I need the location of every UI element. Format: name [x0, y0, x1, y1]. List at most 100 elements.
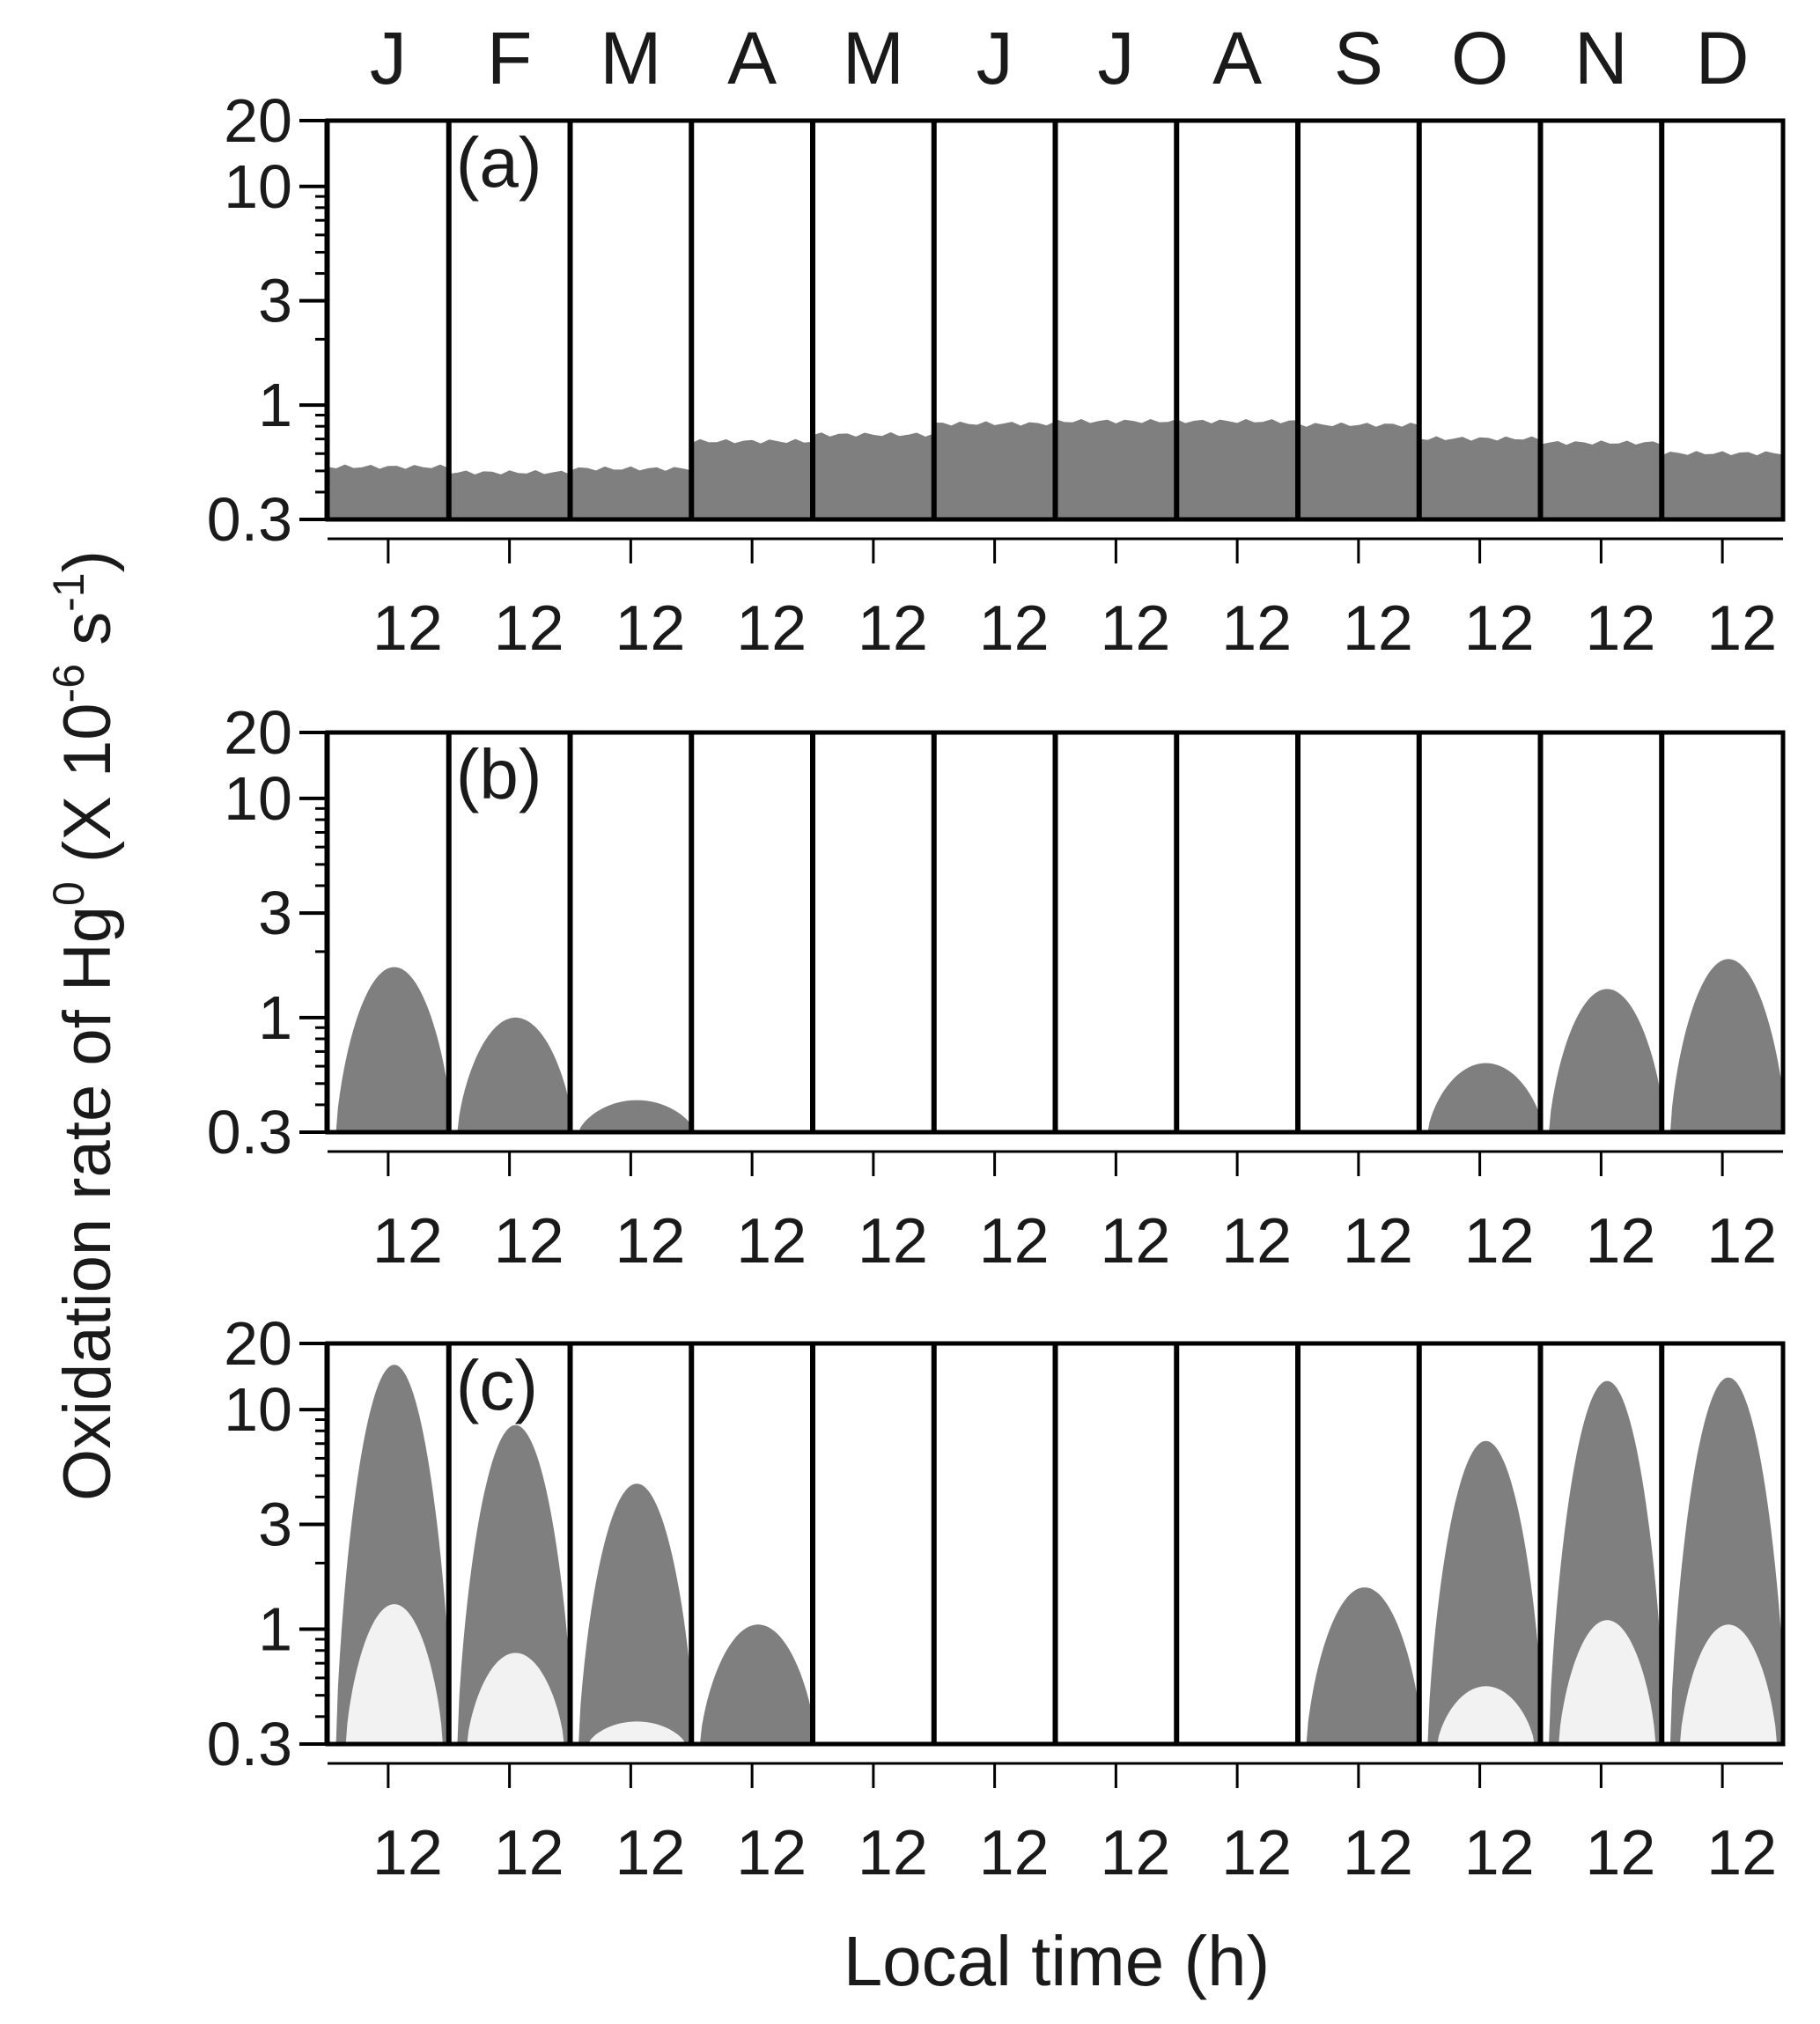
x-tick-label: 12: [1343, 593, 1413, 664]
x-tick-label: 12: [494, 593, 564, 664]
x-tick-label: 12: [1706, 1206, 1777, 1277]
series-1-month-2: [457, 1424, 569, 1744]
x-tick-label: 12: [1706, 593, 1777, 664]
x-tick-label: 12: [736, 593, 807, 664]
panel-label-c: (c): [456, 1346, 538, 1424]
month-label-3: M: [600, 17, 661, 99]
x-axis-title: Local time (h): [844, 1922, 1271, 2000]
series-1-month-9: [1306, 1587, 1418, 1744]
series-1-month-3: [570, 466, 692, 520]
series-1-month-5: [812, 432, 935, 520]
y-axis-title-exp2: -1: [44, 572, 93, 611]
y-tick-label: 1: [258, 1595, 292, 1664]
x-tick-label: 12: [494, 1818, 564, 1888]
y-axis-title: Oxidation rate of Hg0 (X 10-6 s-1): [44, 550, 125, 1501]
y-tick-label: 3: [258, 1490, 292, 1559]
month-label-1: J: [370, 17, 407, 99]
x-tick-label: 12: [736, 1206, 807, 1277]
x-tick-label: 12: [1464, 1818, 1535, 1888]
series-1-month-11: [1549, 989, 1661, 1132]
series-2-month-1: [345, 1604, 443, 1744]
series-1-month-3: [578, 1483, 690, 1744]
y-axis-title-main: Oxidation rate of Hg: [50, 906, 125, 1501]
series-2-month-3: [588, 1721, 686, 1744]
x-tick-label: 12: [372, 1206, 443, 1277]
y-tick-label: 1: [258, 371, 292, 439]
series-2-month-11: [1558, 1620, 1656, 1744]
x-tick-label: 12: [979, 593, 1050, 664]
month-label-11: N: [1574, 17, 1628, 99]
x-tick-label: 12: [979, 1206, 1050, 1277]
x-tick-label: 12: [1464, 1206, 1535, 1277]
y-axis-title-units-s: s: [50, 612, 125, 664]
month-label-5: M: [843, 17, 904, 99]
series-1-month-3: [578, 1100, 690, 1132]
series-1-month-4: [690, 438, 814, 520]
x-tick-label: 12: [1585, 1818, 1655, 1888]
y-axis-title-exp: -6: [44, 664, 93, 703]
panel-label-a: (a): [456, 123, 542, 202]
x-tick-label: 12: [615, 1206, 685, 1277]
series-1-month-10: [1427, 1440, 1539, 1744]
x-tick-label: 12: [1343, 1818, 1413, 1888]
series-1-month-4: [699, 1624, 811, 1744]
y-tick-label: 1: [258, 983, 292, 1052]
y-tick-label: 10: [224, 1375, 292, 1444]
x-tick-label: 12: [1221, 1206, 1292, 1277]
series-1-month-1: [327, 464, 450, 520]
series-1-month-7: [1055, 418, 1177, 520]
month-label-6: J: [976, 17, 1013, 99]
x-tick-label: 12: [372, 1818, 443, 1888]
x-axis-b: 12 12 12 12 12 12 12 12 12 12 12 12: [328, 1150, 1783, 1277]
y-tick-label: 20: [224, 1309, 292, 1378]
x-tick-label: 12: [494, 1206, 564, 1277]
series-1-month-9: [1297, 422, 1420, 520]
x-tick-label: 12: [1100, 1206, 1170, 1277]
month-label-12: D: [1696, 17, 1750, 99]
x-tick-label: 12: [615, 1818, 685, 1888]
y-tick-label: 20: [224, 86, 292, 155]
series-1-month-10: [1418, 436, 1541, 520]
x-tick-label: 12: [1221, 593, 1292, 664]
y-axis-title-sup: 0: [44, 881, 93, 906]
series-1-month-12: [1661, 451, 1784, 520]
y-axis-title-units: (X 10: [50, 703, 125, 863]
x-tick-label: 12: [1100, 1818, 1170, 1888]
y-tick-label: 10: [224, 764, 292, 833]
month-label-10: O: [1451, 17, 1508, 99]
series-1-month-2: [448, 470, 571, 520]
y-tick-label: 3: [258, 879, 292, 947]
month-label-7: J: [1097, 17, 1134, 99]
x-tick-label: 12: [372, 593, 443, 664]
x-tick-label: 12: [858, 1818, 928, 1888]
month-label-9: S: [1334, 17, 1383, 99]
month-label-8: A: [1212, 17, 1262, 99]
x-axis-c: 12 12 12 12 12 12 12 12 12 12 12 12: [328, 1762, 1783, 1888]
y-tick-label: 0.3: [207, 1098, 292, 1167]
x-tick-label: 12: [1585, 593, 1655, 664]
series-1-month-1: [335, 967, 447, 1132]
y-axis-title-close: ): [50, 550, 125, 572]
month-label-4: A: [727, 17, 777, 99]
series-1-month-2: [457, 1017, 569, 1132]
x-tick-label: 12: [1343, 1206, 1413, 1277]
x-tick-label: 12: [615, 593, 685, 664]
y-tick-label: 0.3: [207, 1710, 292, 1778]
x-tick-label: 12: [858, 1206, 928, 1277]
month-label-2: F: [487, 17, 532, 99]
x-tick-label: 12: [1585, 1206, 1655, 1277]
series-2-month-12: [1679, 1624, 1778, 1744]
x-tick-label: 12: [1221, 1818, 1292, 1888]
x-tick-label: 12: [1706, 1818, 1777, 1888]
series-2-month-2: [467, 1652, 564, 1744]
series-1-month-12: [1669, 959, 1781, 1132]
y-tick-label: 3: [258, 267, 292, 335]
